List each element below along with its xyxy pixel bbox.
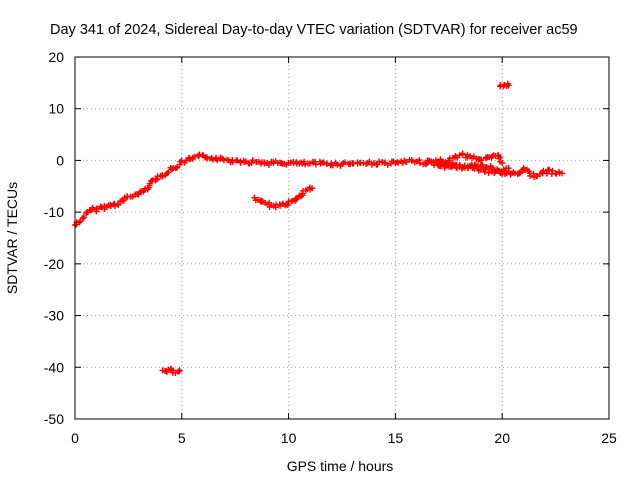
x-tick-label: 25: [601, 430, 617, 446]
data-point-fill: [79, 215, 86, 222]
data-point-fill: [249, 157, 256, 164]
data-point-fill: [478, 157, 485, 164]
y-tick-label: -20: [44, 256, 64, 272]
data-point-fill: [302, 161, 309, 168]
data-point: [559, 170, 566, 177]
data-point-fill: [265, 161, 272, 168]
data-point-fill: [177, 158, 184, 165]
data-point: [339, 161, 345, 168]
y-tick-label: 20: [48, 49, 64, 65]
x-tick-label: 5: [178, 430, 186, 446]
data-point: [505, 165, 512, 172]
x-axis-ticks: 0 5 10 15 20 25: [71, 57, 617, 446]
data-point-fill: [471, 165, 478, 172]
data-point-fill: [301, 158, 308, 165]
y-tick-label: -40: [44, 359, 64, 375]
data-point-fill: [258, 197, 265, 204]
data-point-fill: [284, 202, 291, 209]
data-point-fill: [293, 196, 300, 203]
x-tick-label: 15: [388, 430, 404, 446]
data-point-fill: [374, 161, 381, 168]
x-tick-label: 20: [494, 430, 510, 446]
data-point-fill: [496, 155, 503, 162]
x-tick-label: 0: [71, 430, 79, 446]
y-tick-label: 10: [48, 101, 64, 117]
y-tick-label: -10: [44, 204, 64, 220]
data-point: [499, 160, 506, 167]
data-point-fill: [115, 201, 122, 208]
data-point-fill: [416, 156, 423, 163]
y-tick-label: -50: [44, 411, 64, 427]
data-point-fill: [449, 162, 456, 169]
data-point-fill: [93, 205, 100, 212]
data-point-fill: [540, 167, 547, 174]
data-point-fill: [312, 161, 319, 168]
data-point-fill: [159, 173, 166, 180]
y-axis-ticks: -50 -40 -30 -20 -10 0 10 20: [44, 49, 609, 427]
data-point: [234, 157, 241, 164]
y-axis-label: SDTVAR / TECUs: [4, 182, 20, 294]
data-point-fill: [403, 158, 410, 165]
data-point-fill: [366, 158, 373, 165]
data-point-fill: [165, 169, 172, 176]
data-point-fill: [77, 218, 84, 225]
x-tick-label: 10: [281, 430, 297, 446]
x-axis-label: GPS time / hours: [287, 458, 394, 474]
data-point-fill: [549, 167, 556, 174]
gridlines: [75, 57, 609, 419]
data-point-fill: [229, 159, 236, 166]
y-tick-label: 0: [56, 152, 64, 168]
data-point: [505, 82, 512, 89]
data-point-fill: [80, 214, 87, 221]
data-point-fill: [527, 172, 534, 179]
data-point-fill: [342, 159, 349, 166]
plot-frame: [74, 56, 610, 420]
data-point-fill: [248, 160, 255, 167]
data-point: [76, 219, 83, 226]
data-point: [176, 367, 183, 374]
data-point-fill: [320, 159, 327, 166]
data-point-fill: [334, 161, 341, 168]
data-point-fill: [89, 204, 96, 211]
data-point-fill: [485, 169, 492, 176]
y-tick-label: -30: [44, 308, 64, 324]
data-point-fill: [384, 161, 391, 168]
data-points: [72, 80, 566, 376]
chart-title: Day 341 of 2024, Sidereal Day-to-day VTE…: [50, 22, 578, 38]
data-point: [309, 185, 316, 192]
data-point-fill: [497, 170, 504, 177]
data-point-fill: [472, 162, 479, 169]
